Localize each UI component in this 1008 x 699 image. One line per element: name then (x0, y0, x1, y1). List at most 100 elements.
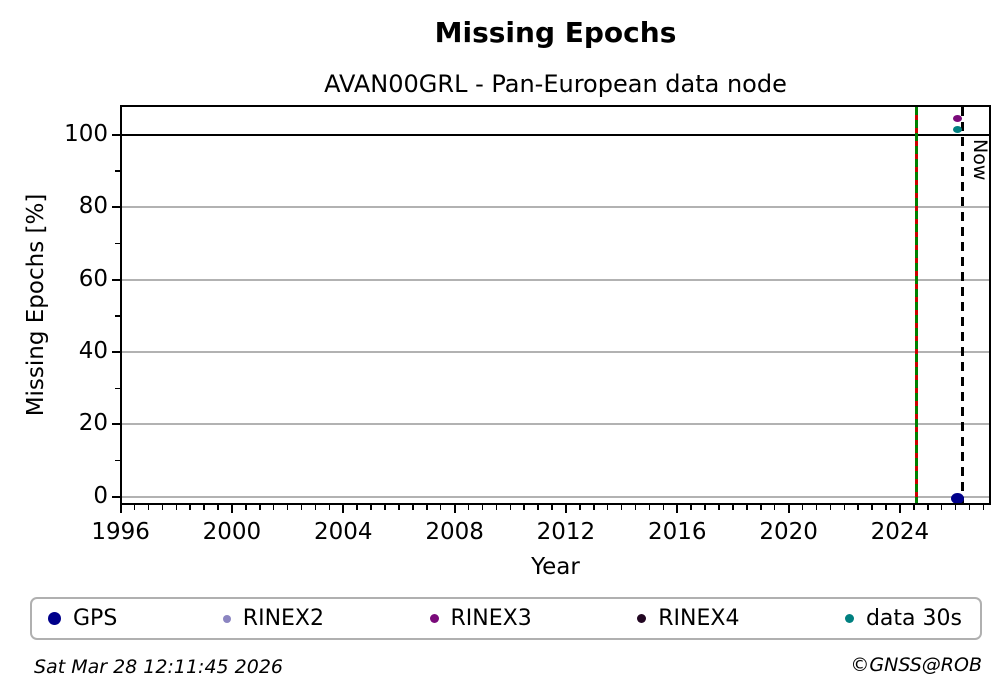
x-minor-tick (593, 505, 595, 510)
legend-marker-data-30s (844, 614, 854, 623)
legend-marker-rinex2 (222, 614, 231, 623)
gridline-60 (122, 278, 989, 281)
legend-label: RINEX2 (242, 606, 324, 631)
x-minor-tick (982, 505, 985, 510)
x-minor-tick (913, 505, 915, 510)
x-minor-tick (314, 505, 317, 510)
x-minor-tick (467, 505, 470, 510)
x-minor-tick (147, 505, 150, 510)
x-minor-tick (175, 505, 178, 510)
x-minor-tick (885, 505, 887, 510)
hundred-percent-line (122, 133, 989, 136)
x-tick-label-2012: 2012 (536, 519, 596, 545)
x-tick-2008 (453, 505, 456, 513)
legend-label: RINEX4 (658, 606, 740, 631)
x-minor-tick (718, 505, 720, 510)
y-tick-label-100: 100 (64, 120, 108, 147)
chart-title: Missing Epochs (434, 16, 677, 49)
x-minor-tick (426, 505, 428, 510)
legend-item-data-30s: data 30s (844, 606, 962, 631)
x-minor-tick (746, 505, 748, 510)
x-minor-tick (662, 505, 665, 510)
y-minor-tick (115, 170, 120, 172)
x-minor-tick (773, 505, 776, 510)
x-minor-tick (286, 505, 289, 510)
x-tick-2024 (898, 505, 901, 513)
y-minor-tick (115, 387, 120, 389)
x-minor-tick (384, 505, 386, 510)
x-tick-label-1996: 1996 (91, 519, 150, 545)
x-minor-tick (815, 505, 818, 510)
x-minor-tick (551, 505, 553, 510)
x-minor-tick (690, 505, 692, 510)
gridline-0 (122, 495, 989, 498)
footer-timestamp: Sat Mar 28 12:11:45 2026 (34, 656, 284, 678)
y-tick-60 (112, 278, 120, 281)
x-minor-tick (161, 505, 164, 510)
x-minor-tick (398, 505, 400, 510)
x-tick-2004 (342, 505, 345, 513)
x-minor-tick (356, 505, 358, 510)
x-minor-tick (272, 505, 275, 510)
y-minor-tick (115, 242, 120, 245)
x-minor-tick (620, 505, 623, 510)
x-minor-tick (857, 505, 859, 510)
data-point-data-30s (952, 125, 962, 133)
x-minor-tick (217, 505, 219, 510)
y-minor-tick (115, 315, 120, 317)
x-tick-label-2024: 2024 (870, 519, 930, 545)
x-minor-tick (523, 505, 525, 510)
x-minor-tick (412, 505, 414, 510)
x-minor-tick (968, 505, 971, 510)
x-minor-tick (259, 505, 261, 510)
legend-item-rinex2: RINEX2 (222, 606, 324, 631)
chart-subtitle: AVAN00GRL - Pan-European data node (324, 70, 787, 98)
gridline-80 (122, 206, 989, 209)
y-tick-label-0: 0 (93, 482, 108, 509)
x-minor-tick (927, 505, 929, 510)
x-minor-tick (801, 505, 804, 510)
x-tick-label-2016: 2016 (647, 519, 707, 545)
x-minor-tick (704, 505, 706, 510)
x-minor-tick (189, 505, 191, 510)
legend-item-rinex3: RINEX3 (429, 606, 532, 631)
x-tick-label-2004: 2004 (313, 519, 373, 545)
y-tick-0 (112, 495, 120, 498)
y-tick-label-20: 20 (78, 410, 108, 437)
x-minor-tick (954, 505, 957, 510)
now-line (960, 107, 964, 503)
legend-item-gps: GPS (48, 606, 117, 631)
x-axis-label: Year (531, 554, 580, 580)
plot-area (120, 105, 991, 505)
x-minor-tick (495, 505, 498, 510)
legend-marker-rinex4 (637, 614, 647, 623)
data-start-line (914, 107, 918, 503)
x-minor-tick (537, 505, 539, 510)
y-tick-label-40: 40 (78, 338, 108, 365)
x-minor-tick (509, 505, 512, 510)
x-tick-2020 (787, 505, 790, 513)
legend-label: GPS (73, 606, 118, 631)
y-tick-20 (112, 423, 120, 426)
x-minor-tick (203, 505, 205, 510)
x-tick-2012 (564, 505, 567, 513)
y-minor-tick (115, 459, 120, 462)
y-tick-label-60: 60 (78, 265, 108, 292)
x-minor-tick (245, 505, 247, 510)
x-minor-tick (648, 505, 651, 510)
legend-label: data 30s (865, 606, 962, 631)
data-point-gps (951, 493, 965, 503)
legend-marker-gps (48, 612, 61, 625)
y-tick-40 (112, 351, 120, 354)
x-minor-tick (760, 505, 762, 510)
legend: GPS RINEX2 RINEX3 RINEX4 data 30s (30, 597, 982, 640)
x-minor-tick (133, 505, 136, 510)
x-minor-tick (940, 505, 943, 510)
x-minor-tick (843, 505, 846, 510)
footer-credit: ©GNSS@ROB (850, 654, 982, 676)
x-tick-label-2008: 2008 (425, 519, 484, 545)
x-minor-tick (439, 505, 442, 510)
gridline-40 (122, 351, 989, 354)
x-minor-tick (328, 505, 331, 510)
